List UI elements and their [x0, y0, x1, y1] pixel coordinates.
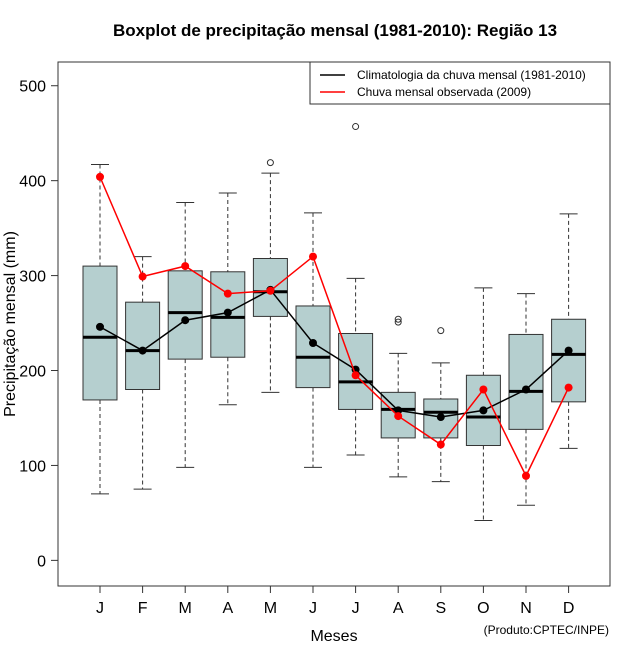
climatology-point — [479, 406, 488, 415]
outlier-point — [437, 327, 445, 335]
observed-line — [99, 176, 570, 478]
x-tick-label: S — [435, 600, 446, 617]
box-4 — [252, 159, 288, 393]
legend-label-observed: Chuva mensal observada (2009) — [357, 85, 531, 99]
x-tick-label: A — [222, 600, 233, 617]
legend-label-climatology: Climatologia da chuva mensal (1981-2010) — [357, 68, 586, 82]
climatology-point — [436, 413, 445, 422]
y-axis-label: Precipitação mensal (mm) — [2, 231, 19, 417]
climatology-point — [223, 308, 232, 317]
climatology-point — [138, 346, 147, 355]
observed-point — [564, 383, 573, 392]
box-iqr — [508, 333, 544, 430]
y-tick-label: 500 — [19, 79, 46, 96]
observed-point — [394, 412, 403, 421]
observed-point — [96, 172, 104, 181]
outlier-point — [352, 123, 360, 131]
x-axis-label: Meses — [310, 628, 357, 645]
climatology-point — [564, 346, 573, 355]
y-tick-label: 100 — [19, 458, 46, 475]
x-tick-label: J — [352, 600, 360, 617]
observed-point — [181, 262, 190, 271]
x-tick-label: J — [309, 600, 317, 617]
x-tick-label: A — [393, 600, 404, 617]
series-lines — [96, 172, 573, 480]
box-6 — [338, 123, 374, 456]
outlier-point — [394, 315, 402, 323]
observed-point — [522, 471, 530, 480]
chart-title: Boxplot de precipitação mensal (1981-201… — [113, 21, 557, 40]
observed-point — [479, 385, 488, 394]
box-iqr — [167, 270, 203, 360]
boxes — [82, 123, 587, 521]
observed-point — [436, 440, 445, 449]
observed-point — [138, 272, 147, 281]
box-8 — [423, 327, 459, 483]
climatology-point — [181, 316, 190, 325]
climatology-point — [394, 406, 403, 415]
y-tick-label: 200 — [19, 364, 46, 381]
legend-box — [309, 61, 611, 105]
box-3 — [210, 192, 246, 406]
climatology-point — [522, 385, 530, 394]
x-tick-label: F — [138, 600, 148, 617]
observed-point — [266, 286, 275, 295]
climatology-point — [309, 338, 317, 347]
box-10 — [508, 293, 544, 506]
climatology-line — [99, 288, 570, 418]
x-tick-label: M — [264, 600, 277, 617]
observed-point — [309, 252, 317, 261]
box-7 — [380, 315, 416, 478]
legend: Climatologia da chuva mensal (1981-2010)… — [309, 61, 611, 105]
source-annotation: (Produto:CPTEC/INPE) — [484, 623, 609, 637]
y-tick-label: 300 — [19, 269, 46, 286]
y-tick-label: 400 — [19, 174, 46, 191]
x-tick-label: O — [477, 600, 489, 617]
observed-point — [351, 371, 360, 380]
observed-point — [223, 289, 232, 298]
y-axis: 0 100 200 300 400 500 — [19, 79, 58, 570]
box-1 — [125, 256, 161, 490]
x-tick-label: D — [563, 600, 575, 617]
climatology-point — [96, 322, 104, 331]
box-iqr — [125, 301, 161, 390]
outlier-point — [266, 159, 274, 167]
x-tick-label: N — [520, 600, 532, 617]
x-tick-label: M — [179, 600, 192, 617]
y-tick-label: 0 — [37, 553, 46, 570]
x-tick-label: J — [96, 600, 104, 617]
outlier-point — [394, 318, 402, 326]
box-2 — [167, 201, 203, 468]
